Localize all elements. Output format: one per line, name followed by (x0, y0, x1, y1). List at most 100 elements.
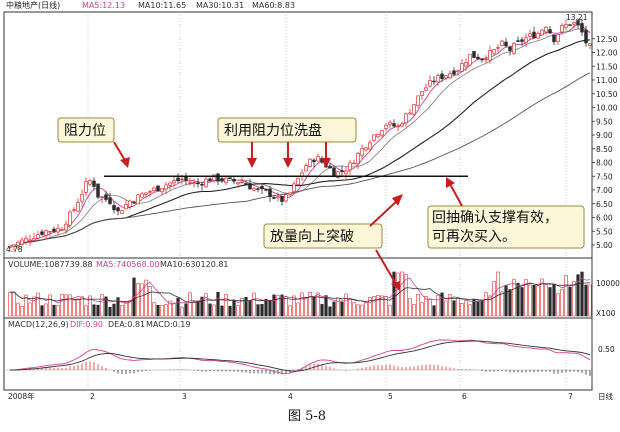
candle-body (468, 53, 472, 66)
x-tick-label: 6 (462, 392, 467, 401)
volume-bar (236, 305, 240, 317)
price-y-tick: 8.00 (596, 159, 613, 168)
annotation-arrows (113, 141, 463, 291)
candle-body (328, 165, 332, 169)
price-y-ticks: 12.50 12.00 11.50 11.00 10.50 10.00 9.50 9.00 8.… (592, 35, 618, 250)
candle-body (156, 185, 160, 192)
volume-bar (20, 306, 24, 317)
volume-bar (16, 302, 20, 317)
candle-body (24, 237, 28, 243)
volume-bar (536, 285, 540, 317)
candle-body (364, 147, 368, 151)
x-tick-label: 4 (288, 392, 293, 401)
volume-bar (280, 294, 284, 317)
candle-body (456, 70, 460, 73)
volume-bar (324, 295, 328, 317)
candle-body (72, 209, 76, 211)
candlesticks (8, 18, 592, 251)
arrow-wash-1-head (247, 158, 257, 168)
candle-body (476, 56, 480, 60)
volume-bar (28, 302, 32, 317)
annotation-resistance-text: 阻力位 (64, 123, 106, 139)
candle-body (560, 25, 564, 33)
volume-bar (156, 304, 160, 317)
volume-bar (88, 295, 92, 317)
candle-body (88, 180, 92, 185)
candle-body (388, 121, 392, 125)
volume-bar (364, 302, 368, 317)
volume-bar (368, 297, 372, 317)
volume-bar (252, 292, 256, 317)
annotation-breakout: 放量向上突破 (263, 223, 383, 249)
price-y-tick: 8.50 (596, 145, 613, 154)
candle-body (500, 40, 504, 46)
candle-body (116, 207, 120, 212)
candle-body (240, 181, 244, 184)
candle-body (332, 167, 336, 176)
candle-body (152, 187, 156, 192)
candle-body (304, 165, 308, 172)
price-y-tick: 9.00 (596, 131, 613, 140)
annotation-pullback-line2: 可再次买入。 (432, 229, 516, 245)
candle-body (308, 158, 312, 167)
volume-bar (80, 296, 84, 317)
price-y-tick: 9.50 (596, 117, 613, 126)
candle-body (392, 123, 396, 127)
price-y-tick: 12.00 (596, 49, 618, 58)
candle-body (64, 223, 68, 231)
volume-bar (480, 299, 484, 317)
high-price-label: 13.21 (566, 13, 588, 22)
candle-body (244, 183, 248, 186)
candle-body (40, 231, 44, 235)
candle-body (84, 181, 88, 193)
annotation-pullback: 回抽确认支撑有效， 可再次买入。 (427, 205, 585, 249)
candle-body (440, 73, 444, 79)
volume-bar (144, 279, 148, 317)
volume-bar (356, 304, 360, 317)
candle-body (292, 183, 296, 192)
candle-body (548, 29, 552, 34)
volume-bar (248, 300, 252, 317)
candle-body (288, 192, 292, 195)
volume-bar (468, 304, 472, 317)
volume-bar (184, 303, 188, 317)
candle-body (448, 73, 452, 79)
candle-body (44, 230, 48, 236)
volume-bar (588, 284, 592, 317)
candle-body (148, 191, 152, 193)
candle-body (576, 20, 580, 26)
candle-body (56, 227, 60, 233)
candle-body (556, 34, 560, 42)
candle-body (20, 239, 24, 245)
volume-bar (84, 305, 88, 317)
volume-bar (328, 306, 332, 317)
volume-bar (36, 292, 40, 317)
candle-body (452, 70, 456, 75)
volume-bar (560, 289, 564, 317)
volume-bar (380, 295, 384, 317)
candle-body (252, 188, 256, 191)
candle-body (432, 80, 436, 83)
candle-body (160, 187, 164, 193)
candle-body (412, 104, 416, 115)
candle-body (140, 193, 144, 198)
candle-body (76, 202, 80, 212)
volume-bar (24, 294, 28, 317)
candle-body (192, 182, 196, 184)
candle-body (428, 80, 432, 87)
volume-bar (340, 301, 344, 317)
arrow-volume-head (391, 281, 400, 291)
volume-bar (68, 294, 72, 317)
candle-body (488, 50, 492, 61)
volume-bar (120, 305, 124, 317)
volume-bar (216, 291, 220, 317)
volume-bar (412, 304, 416, 317)
candle-body (172, 180, 176, 184)
candle-body (300, 172, 304, 177)
annotation-wash: 利用阻力位洗盘 (217, 117, 357, 143)
x-tick-label: 日线 (598, 391, 613, 401)
macd-lines (9, 339, 591, 374)
volume-bar (116, 297, 120, 317)
volume-bar (432, 305, 436, 317)
candle-body (8, 245, 12, 248)
